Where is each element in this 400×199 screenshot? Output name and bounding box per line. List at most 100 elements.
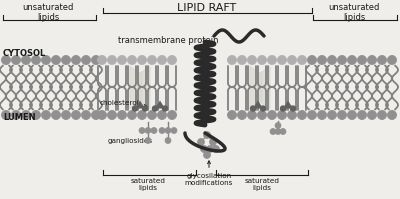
Circle shape <box>288 110 296 120</box>
Circle shape <box>145 138 151 143</box>
Circle shape <box>348 56 356 64</box>
Circle shape <box>200 145 208 152</box>
Circle shape <box>338 56 346 64</box>
Circle shape <box>72 56 80 64</box>
Circle shape <box>92 56 100 64</box>
Circle shape <box>198 139 204 145</box>
Circle shape <box>204 132 210 139</box>
Circle shape <box>298 110 306 120</box>
Circle shape <box>318 56 326 64</box>
Circle shape <box>118 56 126 64</box>
Circle shape <box>152 106 158 111</box>
Text: unsaturated
lipids: unsaturated lipids <box>328 3 380 22</box>
Circle shape <box>278 56 286 64</box>
Circle shape <box>260 106 266 111</box>
Circle shape <box>228 110 236 120</box>
Circle shape <box>148 56 156 64</box>
Circle shape <box>72 110 80 120</box>
Text: gangliosides: gangliosides <box>108 138 152 144</box>
Circle shape <box>145 128 151 134</box>
Circle shape <box>250 106 256 111</box>
Circle shape <box>139 128 145 134</box>
Circle shape <box>62 110 70 120</box>
Circle shape <box>275 123 281 129</box>
Circle shape <box>338 110 346 120</box>
Circle shape <box>318 110 326 120</box>
Circle shape <box>159 128 165 134</box>
Circle shape <box>388 56 396 64</box>
Circle shape <box>165 138 171 143</box>
Circle shape <box>118 110 126 120</box>
Circle shape <box>2 110 10 120</box>
Polygon shape <box>258 66 270 108</box>
Circle shape <box>258 110 266 120</box>
Circle shape <box>82 110 90 120</box>
Circle shape <box>128 56 136 64</box>
Circle shape <box>212 145 220 152</box>
Circle shape <box>108 110 116 120</box>
Circle shape <box>2 56 10 64</box>
Circle shape <box>158 110 166 120</box>
Circle shape <box>378 110 386 120</box>
Circle shape <box>328 56 336 64</box>
Circle shape <box>108 56 116 64</box>
Circle shape <box>275 129 281 135</box>
Circle shape <box>165 128 171 134</box>
Circle shape <box>12 56 20 64</box>
Circle shape <box>52 56 60 64</box>
Text: glycosilation
modifications: glycosilation modifications <box>185 161 233 186</box>
Circle shape <box>42 56 50 64</box>
Polygon shape <box>250 66 262 108</box>
Text: CYTOSOL: CYTOSOL <box>3 49 46 58</box>
Circle shape <box>22 110 30 120</box>
Circle shape <box>270 129 276 135</box>
Circle shape <box>388 110 396 120</box>
Circle shape <box>368 110 376 120</box>
Circle shape <box>32 110 40 120</box>
Circle shape <box>171 128 177 134</box>
Circle shape <box>82 56 90 64</box>
Circle shape <box>288 56 296 64</box>
Circle shape <box>142 106 148 111</box>
Circle shape <box>238 110 246 120</box>
Circle shape <box>162 106 168 111</box>
Circle shape <box>98 56 106 64</box>
Polygon shape <box>130 66 142 108</box>
Circle shape <box>280 106 286 111</box>
Circle shape <box>378 56 386 64</box>
Circle shape <box>238 56 246 64</box>
Circle shape <box>22 56 30 64</box>
Circle shape <box>228 56 236 64</box>
Circle shape <box>204 151 210 158</box>
Circle shape <box>368 56 376 64</box>
Circle shape <box>358 110 366 120</box>
Circle shape <box>308 56 316 64</box>
Circle shape <box>268 110 276 120</box>
Polygon shape <box>135 100 145 108</box>
Circle shape <box>98 110 106 120</box>
Circle shape <box>206 145 214 152</box>
Circle shape <box>308 110 316 120</box>
Circle shape <box>128 110 136 120</box>
Circle shape <box>348 110 356 120</box>
Text: saturated
lipids: saturated lipids <box>244 178 280 191</box>
Circle shape <box>268 56 276 64</box>
Polygon shape <box>253 100 263 108</box>
Text: LIPID RAFT: LIPID RAFT <box>177 3 237 13</box>
Circle shape <box>278 110 286 120</box>
Text: LUMEN: LUMEN <box>3 113 36 123</box>
Polygon shape <box>155 100 165 108</box>
Circle shape <box>258 56 266 64</box>
Circle shape <box>248 110 256 120</box>
Circle shape <box>280 129 286 135</box>
Circle shape <box>168 56 176 64</box>
Text: cholesterol: cholesterol <box>100 100 147 107</box>
Polygon shape <box>138 66 150 108</box>
Text: saturated
lipids: saturated lipids <box>130 178 166 191</box>
Circle shape <box>290 106 296 111</box>
Polygon shape <box>283 100 293 108</box>
Circle shape <box>148 110 156 120</box>
Circle shape <box>52 110 60 120</box>
Circle shape <box>42 110 50 120</box>
Circle shape <box>210 139 216 145</box>
